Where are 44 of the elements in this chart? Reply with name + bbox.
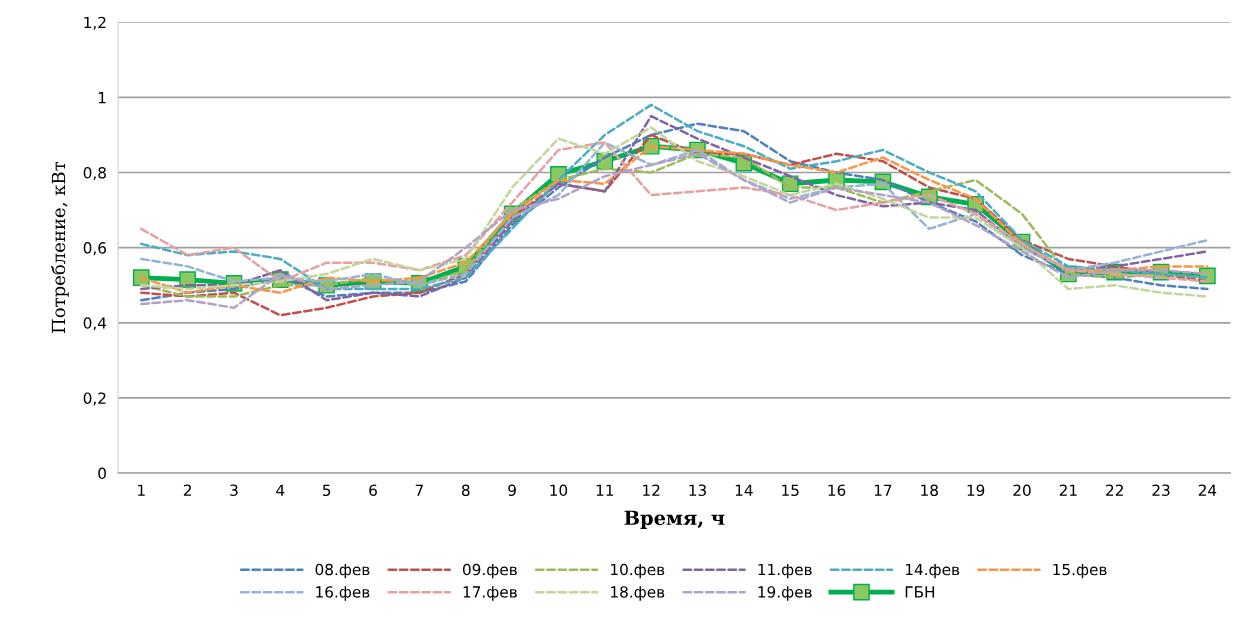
- x-tick-label: 5: [322, 484, 331, 497]
- x-tick-label: 7: [415, 484, 423, 496]
- x-tick-label: 18: [921, 484, 938, 497]
- x-tick-label: 17: [874, 484, 892, 496]
- y-tick-label: 0,6: [83, 242, 107, 256]
- y-tick-label: 1,2: [84, 16, 106, 30]
- x-tick-label: 3: [230, 484, 238, 497]
- x-tick-label: 8: [461, 484, 470, 497]
- x-tick-label: 16: [828, 484, 846, 497]
- x-axis-title: Время, ч: [624, 510, 725, 529]
- legend-label: 17.фев: [463, 586, 517, 601]
- x-tick-label: 2: [183, 484, 191, 496]
- legend-label: 16.фев: [316, 586, 370, 601]
- legend-label: 09.фев: [462, 563, 517, 579]
- x-tick-label: 21: [1059, 484, 1077, 496]
- x-tick-label: 6: [369, 484, 377, 497]
- x-tick-label: 14: [735, 484, 753, 496]
- y-tick-label: 1: [98, 92, 106, 104]
- x-tick-label: 20: [1013, 484, 1031, 497]
- x-tick-label: 10: [550, 484, 568, 497]
- x-tick-label: 9: [508, 484, 516, 497]
- y-tick-label: 0,8: [83, 166, 106, 181]
- legend-label: 19.фев: [758, 586, 812, 601]
- x-tick-label: 12: [643, 484, 660, 496]
- y-tick-label: 0,2: [83, 392, 106, 406]
- legend-label: ГБН: [905, 586, 935, 598]
- x-tick-label: 1: [138, 484, 145, 496]
- x-tick-label: 13: [689, 484, 706, 497]
- x-tick-label: 15: [782, 484, 799, 497]
- y-axis-title: Потребление, кВт: [51, 162, 69, 333]
- legend-label: 08.фев: [315, 563, 370, 579]
- legend-label: 15.фев: [1053, 563, 1107, 579]
- legend-label: 10.фев: [611, 563, 665, 579]
- legend-label: 14.фев: [905, 563, 960, 579]
- x-tick-label: 22: [1106, 484, 1123, 496]
- y-tick-label: 0: [98, 467, 106, 480]
- legend-label: 18.фев: [611, 586, 665, 601]
- x-tick-label: 23: [1152, 484, 1170, 497]
- y-tick-label: 0,4: [83, 317, 107, 331]
- x-tick-label: 4: [276, 484, 285, 496]
- x-tick-label: 24: [1198, 484, 1217, 496]
- x-tick-label: 11: [596, 484, 614, 496]
- x-tick-label: 19: [967, 484, 985, 497]
- legend-label: 11.фев: [758, 563, 812, 579]
